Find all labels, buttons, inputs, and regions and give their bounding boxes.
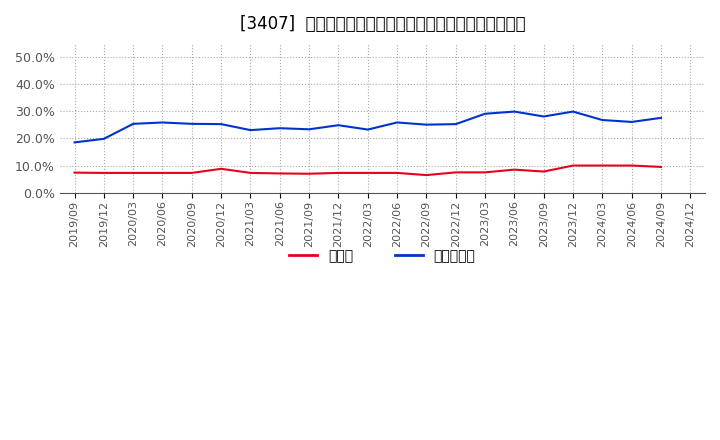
Title: [3407]  現頲金、有利子負債の総資産に対する比率の推移: [3407] 現頲金、有利子負債の総資産に対する比率の推移 xyxy=(240,15,526,33)
Legend: 現頲金, 有利子負債: 現頲金, 有利子負債 xyxy=(284,243,481,268)
